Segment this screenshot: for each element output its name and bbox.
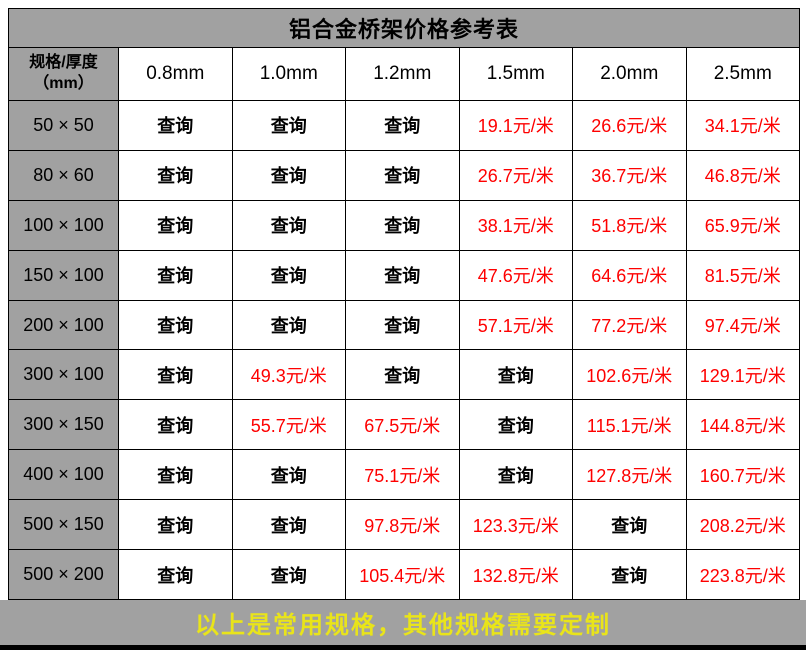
value-cell: 36.7元/米 — [572, 149, 687, 201]
value-cell: 查询 — [345, 299, 460, 351]
spec-header: 150 × 100 — [8, 249, 119, 301]
value-cell: 97.4元/米 — [685, 299, 800, 351]
value-cell: 查询 — [345, 149, 460, 201]
footer-note-bar: 以上是常用规格，其他规格需要定制 — [0, 600, 806, 645]
table-row: 300 × 100 查询 49.3元/米 查询 查询 102.6元/米 129.… — [8, 349, 800, 401]
table-row: 80 × 60 查询 查询 查询 26.7元/米 36.7元/米 46.8元/米 — [8, 149, 800, 201]
value-cell: 查询 — [118, 149, 233, 201]
thickness-header: 1.2mm — [345, 47, 460, 101]
value-cell: 129.1元/米 — [685, 349, 800, 401]
value-cell: 64.6元/米 — [572, 249, 687, 301]
table-row: 500 × 150 查询 查询 97.8元/米 123.3元/米 查询 208.… — [8, 499, 800, 551]
thickness-header: 2.5mm — [685, 47, 800, 101]
spec-header: 100 × 100 — [8, 199, 119, 251]
value-cell: 47.6元/米 — [458, 249, 573, 301]
value-cell: 105.4元/米 — [345, 549, 460, 600]
value-cell: 查询 — [231, 449, 346, 501]
value-cell: 查询 — [118, 449, 233, 501]
value-cell: 127.8元/米 — [572, 449, 687, 501]
value-cell: 75.1元/米 — [345, 449, 460, 501]
value-cell: 查询 — [231, 199, 346, 251]
value-cell: 38.1元/米 — [458, 199, 573, 251]
value-cell: 查询 — [118, 249, 233, 301]
value-cell: 51.8元/米 — [572, 199, 687, 251]
value-cell: 26.7元/米 — [458, 149, 573, 201]
corner-header: 规格/厚度 （mm） — [8, 47, 119, 101]
bottom-black-strip — [0, 645, 806, 650]
spec-header: 50 × 50 — [8, 100, 119, 151]
footer-note: 以上是常用规格，其他规格需要定制 — [195, 612, 611, 639]
value-cell: 查询 — [345, 199, 460, 251]
value-cell: 查询 — [458, 349, 573, 401]
value-cell: 查询 — [231, 549, 346, 600]
title-row: 铝合金桥架价格参考表 — [8, 8, 800, 48]
value-cell: 81.5元/米 — [685, 249, 800, 301]
value-cell: 查询 — [231, 100, 346, 151]
value-cell: 132.8元/米 — [458, 549, 573, 600]
thickness-header: 0.8mm — [118, 47, 233, 101]
value-cell: 查询 — [345, 349, 460, 401]
value-cell: 查询 — [118, 299, 233, 351]
table-row: 150 × 100 查询 查询 查询 47.6元/米 64.6元/米 81.5元… — [8, 249, 800, 301]
value-cell: 查询 — [231, 499, 346, 551]
value-cell: 查询 — [345, 100, 460, 151]
value-cell: 123.3元/米 — [458, 499, 573, 551]
value-cell: 查询 — [231, 249, 346, 301]
table-row: 300 × 150 查询 55.7元/米 67.5元/米 查询 115.1元/米… — [8, 399, 800, 451]
value-cell: 49.3元/米 — [231, 349, 346, 401]
value-cell: 查询 — [118, 399, 233, 451]
spec-header: 80 × 60 — [8, 149, 119, 201]
table-title: 铝合金桥架价格参考表 — [8, 8, 800, 48]
spec-header: 500 × 150 — [8, 499, 119, 551]
value-cell: 查询 — [458, 399, 573, 451]
value-cell: 26.6元/米 — [572, 100, 687, 151]
spec-header: 400 × 100 — [8, 449, 119, 501]
value-cell: 223.8元/米 — [685, 549, 800, 600]
value-cell: 19.1元/米 — [458, 100, 573, 151]
value-cell: 查询 — [572, 549, 687, 600]
value-cell: 55.7元/米 — [231, 399, 346, 451]
value-cell: 查询 — [118, 100, 233, 151]
value-cell: 65.9元/米 — [685, 199, 800, 251]
header-row: 规格/厚度 （mm） 0.8mm 1.0mm 1.2mm 1.5mm 2.0mm… — [8, 47, 800, 101]
value-cell: 查询 — [231, 149, 346, 201]
spec-header: 300 × 100 — [8, 349, 119, 401]
value-cell: 查询 — [231, 299, 346, 351]
table-row: 100 × 100 查询 查询 查询 38.1元/米 51.8元/米 65.9元… — [8, 199, 800, 251]
table-row: 200 × 100 查询 查询 查询 57.1元/米 77.2元/米 97.4元… — [8, 299, 800, 351]
spec-header: 500 × 200 — [8, 549, 119, 600]
value-cell: 115.1元/米 — [572, 399, 687, 451]
table-row: 400 × 100 查询 查询 75.1元/米 查询 127.8元/米 160.… — [8, 449, 800, 501]
table-row: 500 × 200 查询 查询 105.4元/米 132.8元/米 查询 223… — [8, 549, 800, 600]
value-cell: 208.2元/米 — [685, 499, 800, 551]
thickness-header: 1.5mm — [458, 47, 573, 101]
value-cell: 102.6元/米 — [572, 349, 687, 401]
value-cell: 34.1元/米 — [685, 100, 800, 151]
value-cell: 查询 — [118, 499, 233, 551]
value-cell: 57.1元/米 — [458, 299, 573, 351]
thickness-header: 2.0mm — [572, 47, 687, 101]
value-cell: 46.8元/米 — [685, 149, 800, 201]
spec-header: 300 × 150 — [8, 399, 119, 451]
price-table: 铝合金桥架价格参考表 规格/厚度 （mm） 0.8mm 1.0mm 1.2mm … — [8, 8, 800, 600]
value-cell: 97.8元/米 — [345, 499, 460, 551]
thickness-header: 1.0mm — [231, 47, 346, 101]
value-cell: 查询 — [572, 499, 687, 551]
value-cell: 查询 — [118, 349, 233, 401]
value-cell: 查询 — [118, 549, 233, 600]
table-row: 50 × 50 查询 查询 查询 19.1元/米 26.6元/米 34.1元/米 — [8, 100, 800, 151]
spec-header: 200 × 100 — [8, 299, 119, 351]
value-cell: 77.2元/米 — [572, 299, 687, 351]
value-cell: 查询 — [118, 199, 233, 251]
value-cell: 160.7元/米 — [685, 449, 800, 501]
value-cell: 查询 — [345, 249, 460, 301]
corner-header-line1: 规格/厚度 — [29, 54, 98, 72]
value-cell: 查询 — [458, 449, 573, 501]
value-cell: 144.8元/米 — [685, 399, 800, 451]
value-cell: 67.5元/米 — [345, 399, 460, 451]
corner-header-line2: （mm） — [33, 75, 94, 92]
